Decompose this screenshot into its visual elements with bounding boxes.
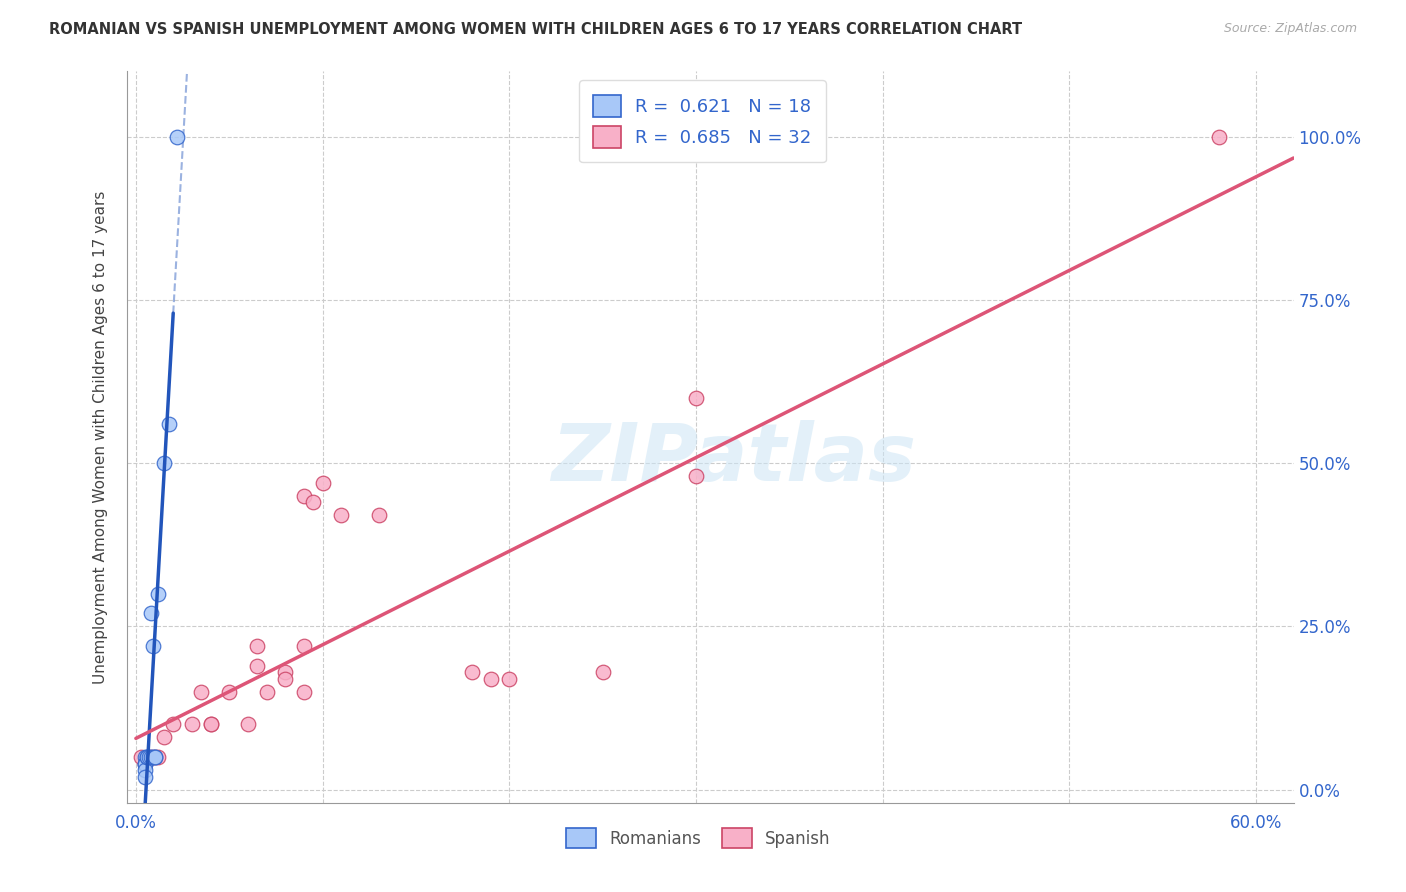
Point [200,717,222,731]
Point [274,672,297,686]
Point [134,750,156,764]
Legend: Romanians, Spanish: Romanians, Spanish [558,820,839,856]
Point [246,639,269,653]
Point [136,750,159,764]
Text: ZIPatlas: ZIPatlas [551,420,915,498]
Text: Source: ZipAtlas.com: Source: ZipAtlas.com [1223,22,1357,36]
Point [162,717,184,731]
Point [134,763,156,777]
Point [246,658,269,673]
Point [236,717,259,731]
Point [461,665,484,680]
Point [139,750,162,764]
Point [143,750,166,764]
Point [292,489,315,503]
Point [274,665,297,680]
Point [479,672,502,686]
Point [138,750,160,764]
Point [292,685,315,699]
Point [292,639,315,653]
Point [148,750,170,764]
Point [218,685,240,699]
Point [139,750,162,764]
Text: ROMANIAN VS SPANISH UNEMPLOYMENT AMONG WOMEN WITH CHILDREN AGES 6 TO 17 YEARS CO: ROMANIAN VS SPANISH UNEMPLOYMENT AMONG W… [49,22,1022,37]
Point [139,607,162,621]
Point [1208,129,1230,144]
Point [134,756,156,771]
Point [190,685,212,699]
Point [166,129,188,144]
Point [256,685,278,699]
Point [134,756,156,771]
Point [153,456,176,470]
Point [330,508,353,523]
Point [180,717,202,731]
Point [153,731,176,745]
Point [143,750,166,764]
Point [367,508,389,523]
Point [498,672,520,686]
Point [143,750,166,764]
Y-axis label: Unemployment Among Women with Children Ages 6 to 17 years: Unemployment Among Women with Children A… [93,190,108,684]
Point [134,770,156,784]
Point [200,717,222,731]
Point [131,750,153,764]
Point [311,475,333,490]
Point [142,750,165,764]
Point [685,391,707,405]
Point [142,639,165,653]
Point [685,469,707,483]
Point [136,750,159,764]
Point [159,417,181,431]
Point [148,587,170,601]
Point [134,756,156,771]
Point [592,665,614,680]
Point [302,495,325,509]
